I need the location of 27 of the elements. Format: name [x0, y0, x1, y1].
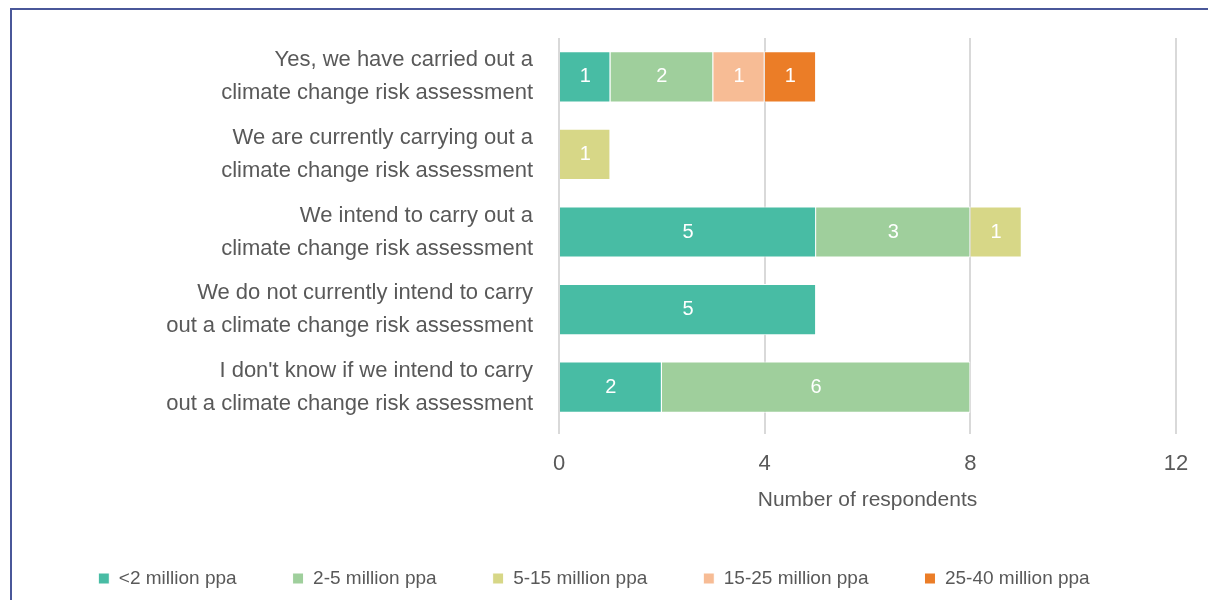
data-label: 1: [784, 64, 796, 87]
data-label: 1: [733, 64, 745, 87]
legend-label: 2-5 million ppa: [313, 566, 438, 588]
x-tick-label: 12: [1163, 450, 1189, 476]
legend-label: 5-15 million ppa: [513, 566, 648, 588]
x-tick-label: 0: [552, 450, 566, 476]
y-tick-label: Yes, we have carried out a climate change risk assessment: [221, 46, 534, 105]
data-label: 2: [656, 64, 668, 87]
x-axis-title: Number of respondents: [757, 487, 978, 511]
data-label: 5: [682, 219, 694, 242]
x-tick-label: 8: [964, 450, 977, 476]
legend-label: 25-40 million ppa: [944, 566, 1091, 588]
data-label: 5: [682, 297, 694, 320]
frame: Number of respondents <2 million ppa 2-5 million ppa 5-15 million ppa 15-25 million ppa 25-40 million ppa 0 4 8 12 Yes, we have carried out a climate change risk assessment We are currently carrying out a climate change risk assessment We intend to carry out a climate change risk assessment We do not currently intend to carry out a climate change risk assessment I don't know if we intend to carry out a climate change risk assessment 1 5 5 2 2 3 6 1 1 1 1: [10, 8, 1208, 600]
x-tick-label: 4: [758, 450, 771, 476]
data-label: 6: [810, 374, 822, 397]
data-label: 1: [990, 219, 1002, 242]
data-label: 3: [887, 219, 899, 242]
data-label: 1: [579, 64, 591, 87]
legend-label: <2 million ppa: [118, 566, 238, 588]
y-tick-label: We are currently carrying out a climate change risk assessment: [221, 123, 534, 182]
y-tick-label: We intend to carry out a climate change risk assessment: [221, 201, 534, 260]
data-label: 2: [605, 374, 617, 397]
y-tick-label: We do not currently intend to carry out a climate change risk assessment: [166, 279, 533, 338]
y-tick-label: I don't know if we intend to carry out a climate change risk assessment: [166, 356, 533, 415]
data-label: 1: [579, 141, 591, 164]
legend-label: 15-25 million ppa: [723, 566, 869, 588]
